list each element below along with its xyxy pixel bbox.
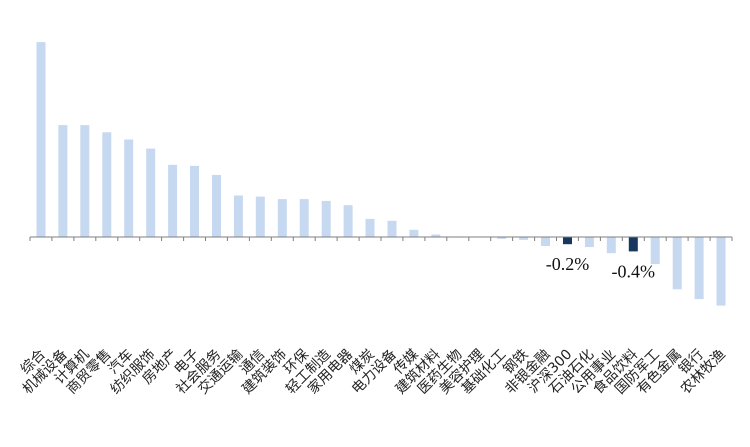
category-labels: 综合机械设备计算机商贸零售汽车纺织服饰房地产电子社会服务交通运输通信建筑装饰环保… [18, 346, 729, 398]
bar-9 [233, 195, 243, 237]
data-label-1: -0.4% [612, 261, 656, 281]
bar-18 [431, 234, 441, 237]
bar-6 [168, 164, 178, 237]
data-labels: -0.2% -0.4% [546, 254, 655, 281]
bar-17 [409, 229, 419, 237]
bar-3 [102, 132, 112, 237]
bar-0 [36, 42, 46, 237]
bar-22 [519, 237, 529, 240]
bar-11 [277, 199, 287, 237]
bar-14 [343, 205, 353, 237]
bar-7 [190, 165, 199, 237]
bar-5 [146, 148, 156, 237]
bar-24 [563, 237, 572, 245]
data-label-0: -0.2% [546, 254, 590, 274]
bar-10 [255, 196, 265, 237]
bar-13 [321, 200, 331, 237]
bar-26 [606, 237, 616, 254]
bar-16 [387, 220, 397, 237]
bar-27 [628, 237, 638, 252]
bar-29 [672, 237, 682, 290]
bars-layer [36, 42, 726, 306]
bar-1 [58, 125, 68, 237]
bar-2 [80, 125, 90, 237]
bar-30 [694, 237, 704, 300]
bar-15 [365, 218, 375, 237]
bar-21 [497, 237, 507, 239]
bar-23 [541, 237, 550, 246]
bar-4 [124, 139, 134, 237]
bar-28 [650, 237, 660, 265]
bar-31 [716, 237, 726, 306]
axis-ticks [29, 237, 733, 241]
bar-8 [212, 174, 221, 237]
bar-25 [584, 237, 594, 248]
bar-12 [299, 199, 309, 237]
